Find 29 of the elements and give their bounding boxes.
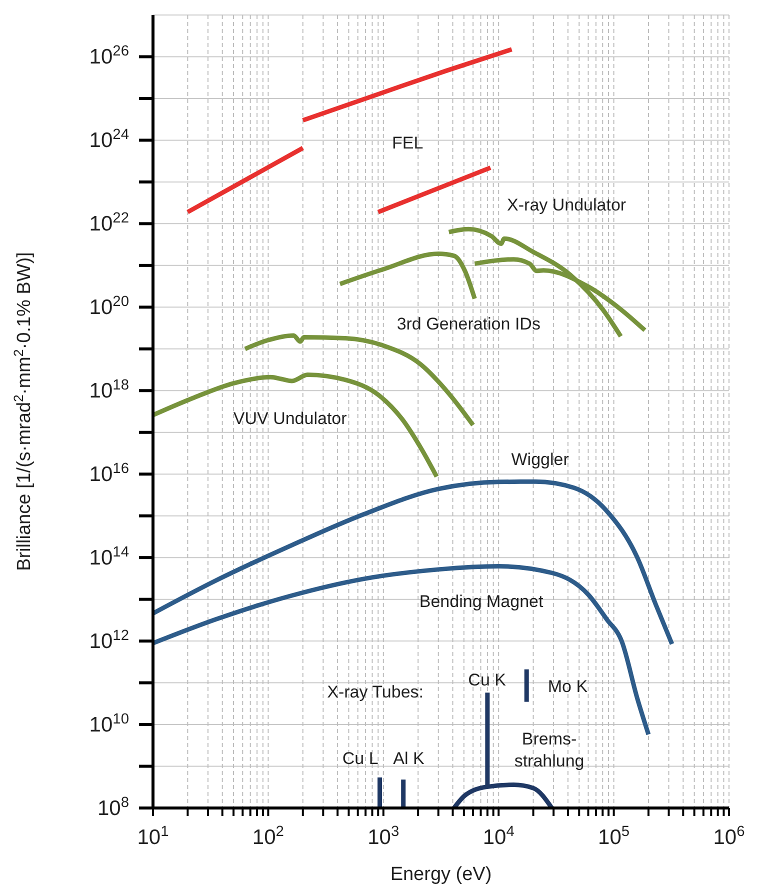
- x-axis-title: Energy (eV): [390, 864, 492, 885]
- y-tick-label: 10$^{10}$: [89, 712, 129, 737]
- annotation: Bending Magnet: [419, 592, 544, 612]
- annotation: Mo K: [548, 676, 588, 696]
- annotation: VUV Undulator: [233, 408, 348, 428]
- x-tick-label: 10$^{3}$: [368, 824, 400, 849]
- y-tick-label: 10$^{22}$: [89, 210, 129, 236]
- x-tick-label: 10$^{1}$: [137, 824, 169, 849]
- y-tick-label: 10$^{14}$: [89, 544, 129, 570]
- annotation: X-ray Tubes:: [327, 682, 424, 702]
- x-tick-label: 10$^{4}$: [482, 824, 514, 849]
- x-tick-label: 10$^{6}$: [713, 824, 745, 849]
- annotation: 3rd Generation IDs: [396, 314, 540, 334]
- y-tick-label: 10$^{26}$: [89, 44, 129, 69]
- y-tick-label: 10$^{12}$: [89, 628, 129, 654]
- y-tick-label: 10$^{18}$: [89, 378, 129, 403]
- x-tick-label: 10$^{2}$: [252, 824, 284, 849]
- y-tick-label: 10$^{20}$: [89, 294, 129, 320]
- y-tick-label: 10$^{16}$: [89, 461, 129, 486]
- annotation: Cu L: [342, 749, 378, 768]
- annotation: Cu K: [468, 670, 507, 690]
- annotation: Wiggler: [511, 450, 570, 470]
- y-tick-label: 10$^{24}$: [89, 127, 129, 152]
- y-tick-label: 10$^{8}$: [97, 795, 129, 820]
- annotation: Al K: [393, 749, 425, 768]
- annotation: Brems- strahlung: [514, 729, 584, 770]
- annotation: X-ray Undulator: [507, 196, 626, 215]
- annotation: FEL: [392, 134, 424, 153]
- x-tick-label: 10$^{5}$: [598, 824, 630, 849]
